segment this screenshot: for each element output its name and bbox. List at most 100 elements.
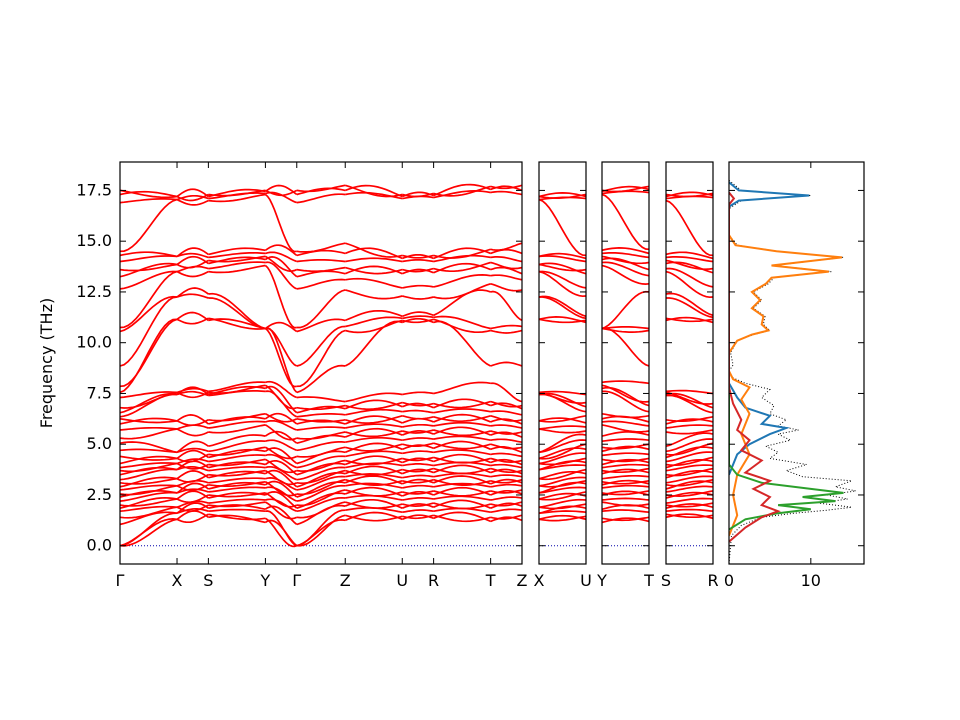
band-line — [296, 441, 346, 452]
band-line — [265, 439, 298, 452]
band-line — [666, 317, 713, 323]
band-line — [176, 252, 209, 259]
band-line — [296, 469, 346, 485]
band-line — [539, 318, 586, 324]
band-line — [602, 390, 649, 413]
band-line — [345, 408, 403, 416]
band-line — [296, 318, 346, 333]
band-line — [433, 440, 491, 451]
band-line — [666, 475, 713, 484]
band-line — [433, 490, 491, 497]
band-line — [264, 327, 297, 388]
band-line — [402, 318, 434, 324]
band-line — [602, 445, 649, 453]
band-line — [176, 458, 209, 465]
x-tick-label: X — [534, 571, 545, 590]
band-line — [539, 460, 586, 471]
band-line — [208, 251, 266, 259]
y-tick-label: 10.0 — [76, 333, 112, 352]
band-line — [208, 188, 266, 198]
x-tick-label: Y — [596, 571, 607, 590]
band-line — [176, 247, 209, 258]
band-line — [539, 193, 586, 199]
band-line — [666, 497, 713, 504]
band-line — [539, 390, 586, 396]
band-line — [666, 502, 713, 508]
band-line — [344, 486, 403, 497]
band-line — [296, 270, 346, 278]
band-line — [433, 482, 491, 488]
band-line — [602, 501, 649, 507]
band-line — [264, 321, 298, 333]
band-line — [345, 473, 403, 479]
panel-frame — [538, 161, 587, 565]
band-line — [490, 256, 522, 263]
band-line — [120, 518, 178, 547]
band-line — [433, 486, 491, 496]
band-line — [208, 255, 266, 263]
band-line — [344, 457, 403, 466]
band-line — [120, 491, 178, 502]
band-line — [208, 501, 266, 508]
band-line — [402, 191, 434, 198]
band-line — [208, 486, 266, 493]
band-line — [602, 327, 649, 367]
band-line — [120, 295, 178, 333]
band-line — [296, 184, 346, 193]
band-line — [433, 318, 491, 334]
band-line — [433, 502, 491, 510]
band-line — [264, 459, 298, 476]
band-line — [539, 252, 586, 260]
band-line — [296, 431, 346, 440]
band-line — [176, 513, 209, 524]
band-line — [176, 428, 209, 437]
y-tick-label: 17.5 — [76, 180, 112, 199]
band-line — [344, 442, 403, 454]
band-line — [666, 432, 713, 448]
band-line — [296, 404, 346, 411]
band-line — [402, 414, 434, 420]
band-line — [176, 391, 209, 399]
band-line — [120, 393, 178, 418]
band-line — [264, 501, 298, 520]
band-line — [602, 264, 649, 285]
band-line — [296, 466, 346, 481]
band-line — [433, 514, 491, 523]
band-line — [120, 462, 178, 469]
band-line — [176, 414, 209, 425]
x-tick-label: U — [396, 571, 408, 590]
x-tick-label: T — [485, 571, 496, 590]
band-line — [666, 456, 713, 467]
band-line — [176, 488, 209, 494]
band-line — [602, 443, 649, 450]
band-line — [602, 490, 649, 496]
band-line — [490, 496, 522, 501]
band-line — [666, 429, 713, 435]
x-tick-label: Z — [340, 571, 351, 590]
band-line — [208, 513, 266, 521]
band-line — [539, 417, 586, 424]
band-line — [176, 447, 209, 454]
band-line — [208, 261, 266, 270]
band-line — [490, 290, 522, 322]
band-line — [490, 431, 522, 438]
band-line — [208, 508, 266, 513]
band-line — [490, 324, 522, 330]
band-line — [539, 486, 586, 494]
band-line — [602, 438, 649, 443]
band-line — [602, 185, 649, 193]
band-line — [402, 402, 434, 409]
band-line — [490, 430, 522, 435]
y-tick-label: 5.0 — [87, 434, 112, 453]
band-line — [490, 438, 522, 444]
band-line — [490, 190, 522, 196]
band-line — [602, 467, 649, 474]
band-line — [539, 447, 586, 460]
band-line — [433, 398, 491, 409]
band-line — [344, 184, 403, 198]
band-line — [120, 455, 178, 461]
x-tick-label: S — [203, 571, 213, 590]
band-line — [208, 480, 266, 487]
band-line — [433, 320, 492, 367]
